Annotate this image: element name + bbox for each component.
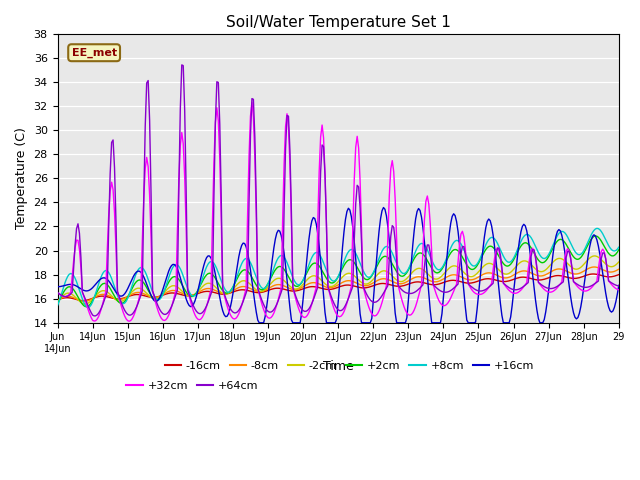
+64cm [54, 290, 61, 296]
Line: +64cm: +64cm [58, 65, 619, 316]
+16cm [447, 220, 454, 226]
+32cm [54, 290, 61, 296]
+8cm [67, 271, 74, 276]
+16cm [104, 276, 111, 282]
-16cm [286, 288, 294, 294]
-2cm [615, 259, 623, 265]
-8cm [352, 280, 360, 286]
+16cm [352, 256, 360, 262]
+16cm [429, 320, 437, 325]
+2cm [67, 284, 74, 290]
+8cm [352, 251, 360, 256]
-16cm [54, 297, 61, 303]
+8cm [54, 303, 61, 309]
-16cm [352, 284, 360, 289]
-8cm [54, 298, 61, 303]
+2cm [615, 247, 623, 252]
+2cm [54, 301, 61, 307]
+32cm [125, 318, 133, 324]
+32cm [429, 282, 437, 288]
Line: -2cm: -2cm [58, 256, 619, 304]
+64cm [105, 225, 113, 230]
-8cm [286, 286, 294, 291]
+32cm [287, 219, 295, 225]
-2cm [54, 299, 61, 304]
Line: +2cm: +2cm [58, 236, 619, 307]
+32cm [615, 287, 623, 293]
+64cm [429, 282, 437, 288]
+32cm [248, 100, 256, 106]
+8cm [428, 257, 436, 263]
-2cm [352, 274, 360, 280]
+64cm [353, 182, 361, 188]
+8cm [105, 270, 113, 276]
Y-axis label: Temperature (C): Temperature (C) [15, 127, 28, 229]
+2cm [286, 276, 294, 282]
-8cm [428, 278, 436, 284]
+2cm [428, 265, 436, 271]
-8cm [80, 299, 88, 304]
+2cm [83, 304, 91, 310]
-2cm [445, 265, 453, 271]
-16cm [67, 295, 74, 301]
Line: +32cm: +32cm [58, 103, 619, 321]
Line: +16cm: +16cm [58, 207, 619, 323]
+8cm [615, 244, 623, 250]
+64cm [90, 313, 98, 319]
-8cm [590, 264, 598, 270]
+8cm [286, 267, 294, 273]
+8cm [84, 304, 92, 310]
+16cm [255, 320, 263, 325]
+16cm [54, 284, 61, 289]
-16cm [79, 298, 86, 303]
-2cm [81, 301, 89, 307]
-16cm [615, 272, 623, 277]
+2cm [445, 252, 453, 258]
+64cm [67, 291, 74, 297]
+2cm [591, 233, 599, 239]
+32cm [447, 295, 454, 301]
+32cm [353, 133, 361, 139]
-16cm [445, 278, 453, 284]
+64cm [178, 62, 186, 68]
-8cm [615, 266, 623, 272]
+16cm [286, 305, 294, 311]
+16cm [615, 282, 623, 288]
Text: EE_met: EE_met [72, 48, 116, 58]
+64cm [447, 288, 454, 293]
Line: -8cm: -8cm [58, 267, 619, 301]
-8cm [67, 294, 74, 300]
Line: -16cm: -16cm [58, 274, 619, 300]
-2cm [428, 275, 436, 280]
-2cm [105, 290, 113, 296]
-16cm [428, 282, 436, 288]
+64cm [287, 209, 295, 215]
-2cm [286, 283, 294, 289]
+32cm [104, 248, 111, 254]
-16cm [105, 294, 113, 300]
X-axis label: Time: Time [323, 360, 353, 372]
-16cm [590, 271, 598, 277]
+32cm [67, 289, 74, 295]
+16cm [67, 281, 74, 287]
+8cm [593, 226, 601, 231]
-2cm [67, 291, 74, 297]
Legend: +32cm, +64cm: +32cm, +64cm [122, 376, 263, 395]
Line: +8cm: +8cm [58, 228, 619, 307]
+64cm [615, 283, 623, 289]
+2cm [105, 283, 113, 289]
Title: Soil/Water Temperature Set 1: Soil/Water Temperature Set 1 [226, 15, 451, 30]
-8cm [105, 293, 113, 299]
-8cm [445, 273, 453, 279]
-2cm [590, 253, 598, 259]
+2cm [352, 262, 360, 268]
+8cm [445, 249, 453, 254]
+16cm [380, 204, 387, 210]
